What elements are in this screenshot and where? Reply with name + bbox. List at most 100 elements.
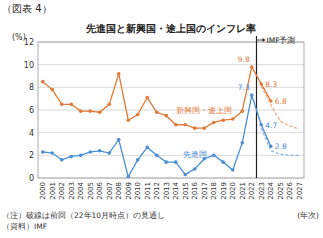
data-label: 2.8 <box>275 142 287 151</box>
marks <box>41 65 299 178</box>
x-tick-label: 2017 <box>201 182 209 200</box>
x-tick-label: 2018 <box>210 182 218 200</box>
point <box>50 151 54 155</box>
labels: 9.8 8.3 6.8 新興国・途上国 7.3 4.7 2.8 先進国 <box>176 55 287 159</box>
x-tick-label: 2026 <box>286 181 294 199</box>
point <box>221 118 225 122</box>
point <box>41 150 45 154</box>
x-tick-label: 2005 <box>87 182 95 200</box>
y-tick-label: 4 <box>29 129 34 138</box>
point <box>107 151 111 155</box>
point <box>155 110 159 114</box>
series-name: 先進国 <box>183 150 207 159</box>
y-tick-label: 0 <box>29 174 34 183</box>
x-tick-label: 2013 <box>163 182 171 200</box>
y-tick-label: 6 <box>29 106 34 115</box>
forecast-arrow <box>257 40 263 41</box>
note: （注）破線は前回（22年10月時点）の見通し <box>2 211 165 220</box>
data-label: 6.8 <box>275 97 287 106</box>
point <box>136 158 140 162</box>
series-line <box>261 128 299 155</box>
x-tick-label: 2014 <box>172 181 180 199</box>
point <box>164 160 168 164</box>
x-tick-label: 2007 <box>106 182 114 200</box>
y-tick-label: 12 <box>24 38 34 47</box>
point <box>212 154 216 158</box>
point <box>259 123 263 127</box>
point <box>117 72 121 76</box>
point <box>183 123 187 127</box>
x-tick-label: 2015 <box>182 182 190 200</box>
point <box>155 154 159 158</box>
point <box>250 93 254 97</box>
point <box>193 126 197 130</box>
x-tick-label: 2021 <box>239 182 247 200</box>
x-tick-label: 2004 <box>77 181 85 199</box>
point <box>117 138 121 142</box>
note: （資料）IMF <box>2 222 47 231</box>
point <box>259 82 263 86</box>
point <box>88 150 92 154</box>
chart: （図表 4）先進国と新興国・途上国のインフレ率(%)02468101220002… <box>0 0 323 238</box>
y-tick-label: 8 <box>29 83 34 92</box>
point <box>69 103 73 107</box>
data-label: 4.7 <box>265 121 277 130</box>
grid-line <box>38 87 304 88</box>
y-tick-label: 10 <box>24 61 34 70</box>
point <box>250 65 254 69</box>
series-line <box>261 86 299 129</box>
plot-frame <box>38 42 304 178</box>
data-label: 8.3 <box>265 80 277 89</box>
point <box>50 88 54 92</box>
point <box>231 117 235 121</box>
point <box>69 155 73 159</box>
x-tick-label: 2019 <box>220 182 228 200</box>
point <box>212 121 216 125</box>
x-tick-label: 2010 <box>134 182 142 200</box>
point <box>107 103 111 107</box>
point <box>231 168 235 172</box>
point <box>126 118 130 122</box>
x-tick-label: 2002 <box>58 182 66 200</box>
point <box>60 158 64 162</box>
point <box>98 110 102 114</box>
annotation: IMF予測 <box>267 36 296 45</box>
point <box>88 109 92 113</box>
point <box>174 123 178 127</box>
point <box>145 146 149 150</box>
y-tick-label: 2 <box>29 151 34 160</box>
x-tick-label: 2016 <box>191 181 199 199</box>
point <box>174 160 178 164</box>
x-tick-label: 2024 <box>267 181 275 199</box>
series-name: 新興国・途上国 <box>176 106 232 115</box>
x-tick-label: 2020 <box>229 182 237 200</box>
grid-line <box>38 64 304 65</box>
point <box>145 96 149 100</box>
x-tick-label: 2012 <box>153 182 161 200</box>
x-label: (年次) <box>297 211 319 220</box>
data-label: 7.3 <box>238 83 250 92</box>
point <box>183 173 187 177</box>
x-tick-label: 2023 <box>258 182 266 200</box>
figure-label: （図表 4） <box>2 3 52 14</box>
x-tick-label: 2009 <box>125 182 133 200</box>
point <box>202 126 206 130</box>
point <box>221 160 225 164</box>
point <box>193 167 197 171</box>
point <box>79 109 83 113</box>
x-tick-label: 2027 <box>296 182 304 200</box>
point <box>240 109 244 113</box>
point <box>136 113 140 117</box>
x-tick-label: 2022 <box>248 182 256 200</box>
point <box>98 149 102 153</box>
x-tick-label: 2006 <box>96 181 104 199</box>
data-label: 9.8 <box>238 55 250 64</box>
title: 先進国と新興国・途上国のインフレ率 <box>85 23 256 34</box>
point <box>240 141 244 145</box>
point <box>164 114 168 118</box>
x-tick-label: 2011 <box>144 182 152 200</box>
series-line <box>43 95 271 177</box>
series-line <box>43 67 271 128</box>
x-tick-label: 2008 <box>115 182 123 200</box>
point <box>126 175 130 178</box>
